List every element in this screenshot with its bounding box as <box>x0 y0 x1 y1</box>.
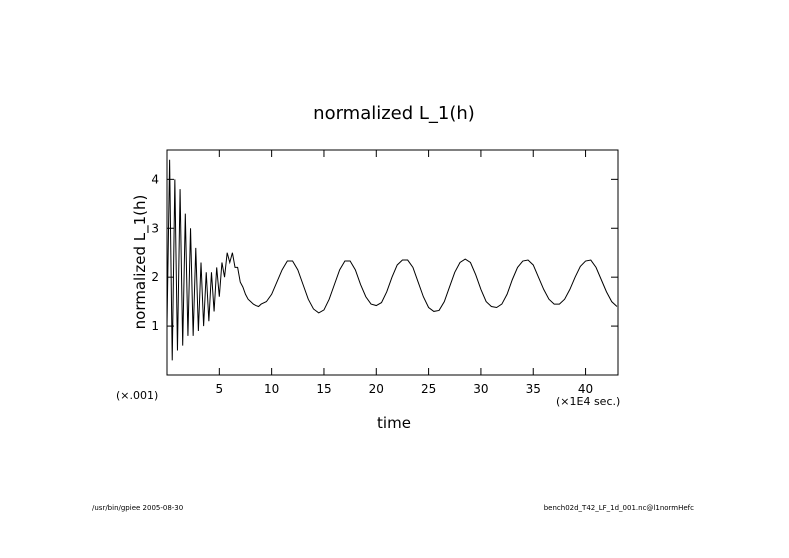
chart-title: normalized L_1(h) <box>313 103 475 124</box>
x-tick-label: 30 <box>473 382 488 396</box>
data-line <box>166 159 618 361</box>
y-tick-label: 2 <box>151 270 159 284</box>
y-tick-label: 1 <box>151 319 159 333</box>
x-axis-label: time <box>377 414 411 432</box>
x-units: (×1E4 sec.) <box>556 395 620 408</box>
x-multiplier: (×.001) <box>116 389 158 402</box>
x-tick-label: 25 <box>421 382 436 396</box>
footer-left: /usr/bin/gpiee 2005-08-30 <box>92 504 183 512</box>
y-tick-label: 4 <box>151 172 159 186</box>
x-tick-label: 20 <box>369 382 384 396</box>
y-axis-label: normalized L_1(h) <box>131 195 150 330</box>
x-tick-label: 15 <box>316 382 331 396</box>
y-tick-label: 3 <box>151 221 159 235</box>
x-tick-label: 10 <box>264 382 279 396</box>
x-tick-label: 5 <box>215 382 223 396</box>
footer-right: bench02d_T42_LF_1d_001.nc@l1normHefc <box>544 504 694 512</box>
x-tick-label: 40 <box>578 382 593 396</box>
plot-frame <box>166 149 619 376</box>
x-tick-label: 35 <box>526 382 541 396</box>
